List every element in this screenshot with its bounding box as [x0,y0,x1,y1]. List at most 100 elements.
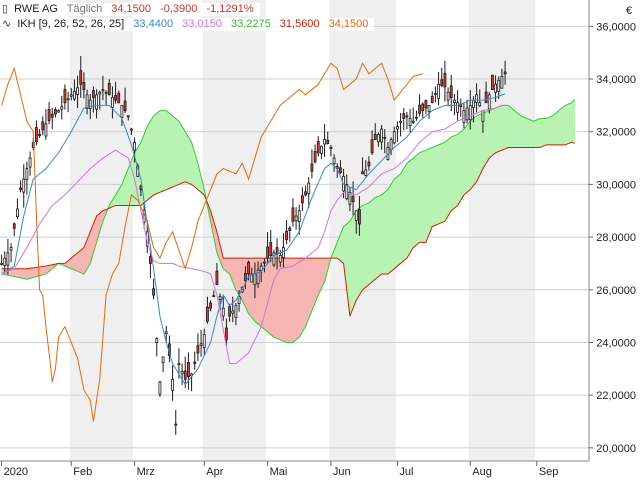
candle [364,160,368,177]
candle-body [88,99,92,109]
candle-body [446,91,450,101]
cloud-segment [270,257,275,338]
candle-body [491,74,494,90]
tenkan-value: 33,4400 [133,18,174,30]
candle [111,86,114,119]
candle-body [66,98,70,101]
candle [421,102,425,118]
cloud-segment [20,268,25,279]
cloud-segment [368,199,373,286]
cloud-segment [425,148,430,243]
line-icon: ∿ [2,18,12,30]
price-change-pct: -1,1291% [206,3,254,15]
candle [6,239,10,275]
candle [491,74,494,90]
cloud-segment [403,162,408,262]
cloud-segment [390,178,395,272]
candle [16,198,19,220]
cloud-segment [416,152,420,246]
candle [339,160,342,175]
candle [332,154,336,172]
candle [158,380,162,398]
candle-body [415,116,418,119]
cloud-segment [165,110,170,191]
cloud-segment [184,130,189,184]
candle [380,125,383,150]
candle-body [120,104,124,118]
x-tick-label: Mrz [137,466,155,478]
currency-label: € [626,5,632,17]
candle [193,351,197,370]
cloud-segment [175,117,180,187]
cloud-segment [302,257,306,334]
month-band [69,0,133,461]
cloud-segment [571,98,576,144]
candle-body [494,83,497,93]
candle-body [285,230,288,241]
candle [408,108,412,133]
candle-body [472,99,475,108]
x-tick-label: Aug [472,466,492,478]
candle-body [63,89,67,104]
candle [41,116,45,136]
cloud-segment [162,110,167,192]
candle [164,325,168,343]
candle-body [22,178,26,193]
cloud-segment [374,195,379,280]
candle-body [247,261,250,275]
cloud-segment [409,157,414,254]
candle-body [468,104,472,121]
candle-body [370,139,374,154]
interval-label: Täglich [66,3,103,15]
chikou-value: 34,1500 [328,18,369,30]
candle-body [76,87,79,95]
legend-price: ▯ RWE AG Täglich 34,1500 -0,3900 -1,1291% [2,3,260,16]
candle [307,177,311,209]
cloud-segment [26,267,31,280]
candle [285,220,288,245]
candle [323,124,326,157]
cloud-segment [371,196,376,283]
cloud-segment [17,268,21,279]
candle-body [152,288,155,296]
cloud-segment [450,135,455,212]
candle-body [503,71,507,75]
candle-body [250,273,254,283]
candle [133,137,136,163]
candle-body [3,257,7,266]
candle-body [316,141,320,154]
candle [351,181,355,216]
candle-body [212,295,216,297]
candle [221,296,225,321]
candle-body [183,370,187,380]
candle-body [38,133,41,137]
x-tick-label: Jun [333,466,351,478]
candle-body [329,147,333,149]
candle [123,87,127,113]
cloud-segment [511,107,515,148]
candle-body [301,195,304,204]
candle-body [396,126,399,130]
y-tick-label: 34,0000 [596,74,636,86]
cloud-segment [517,112,522,148]
y-tick-label: 32,0000 [596,127,636,139]
candle [171,365,174,401]
candle [3,251,7,274]
cloud-segment [365,202,370,288]
indicator-label: IKH [9, 26, 52, 26, 25] [17,18,125,30]
candle [418,94,421,117]
candle-body [171,378,174,391]
candle-body [41,121,45,131]
candle-body [149,256,152,264]
candle [475,83,478,113]
candle-body [434,93,437,95]
candle-body [478,102,482,107]
cloud-segment [435,144,439,226]
candle-body [364,169,368,176]
candle [263,258,266,273]
candle-body [481,110,485,122]
candle [478,89,482,108]
candle-body [332,157,336,164]
cloud-segment [397,173,401,267]
candle [437,71,440,106]
